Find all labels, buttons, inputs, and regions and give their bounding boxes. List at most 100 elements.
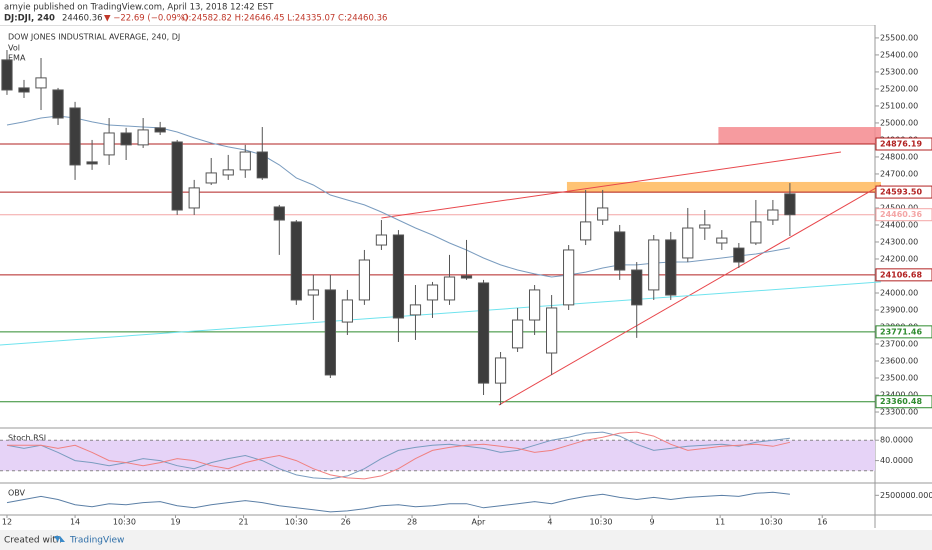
candle-body <box>120 132 132 146</box>
level-label-box <box>875 208 932 222</box>
candle-body <box>409 304 422 316</box>
y-tick-label: 25000.00 <box>880 118 918 127</box>
candle-body <box>716 237 728 244</box>
x-tick-label: 21 <box>238 518 248 527</box>
candle-body <box>665 239 677 296</box>
y-tick-label: 25200.00 <box>880 84 918 93</box>
candle-body <box>426 284 439 301</box>
trend-line <box>381 151 842 219</box>
footer-created: Created with <box>4 536 62 546</box>
level-label-box <box>875 185 932 199</box>
y-tick-label: 23600.00 <box>880 357 918 366</box>
candle-body <box>648 239 660 291</box>
obv-title: OBV <box>8 489 26 498</box>
level-label-box <box>875 395 932 409</box>
level-label: 23771.46 <box>880 327 922 336</box>
candle-body <box>52 89 64 119</box>
candle-body <box>767 209 779 221</box>
candle-body <box>222 169 234 176</box>
stoch-title: Stoch RSI <box>8 434 46 443</box>
y-tick-label: 24000.00 <box>880 288 918 297</box>
y-tick-label: 24300.00 <box>880 237 918 246</box>
x-tick-label: 9 <box>649 518 654 527</box>
level-label: 24460.36 <box>880 210 922 219</box>
candle-body <box>341 299 353 323</box>
candle-body <box>477 282 490 384</box>
candle-body <box>171 141 183 211</box>
x-tick-label: 19 <box>170 518 180 527</box>
logo <box>54 536 65 542</box>
x-tick-label: 16 <box>817 518 827 527</box>
candle-body <box>494 357 507 384</box>
candle-body <box>256 151 268 179</box>
trend-line <box>498 184 882 406</box>
y-tick-label: 40.0000 <box>880 456 913 465</box>
level-label: 24876.19 <box>880 139 922 148</box>
candle-body <box>290 221 302 301</box>
candle-body <box>563 249 575 306</box>
candle-body <box>443 276 456 301</box>
series-line <box>7 431 791 480</box>
footer-brand[interactable]: TradingView <box>69 536 124 546</box>
candle-body <box>784 193 796 216</box>
y-tick-label: 25500.00 <box>880 33 918 42</box>
level-label: 24593.50 <box>880 188 922 197</box>
y-tick-label: 25100.00 <box>880 101 918 110</box>
candle-body <box>239 151 251 171</box>
candle-body <box>358 259 371 301</box>
y-tick-label: 25300.00 <box>880 67 918 76</box>
last-price: 24460.36 <box>62 14 103 24</box>
indicator-name: Vol <box>8 44 20 53</box>
candle-body <box>733 247 745 263</box>
candle-body <box>154 127 166 133</box>
candle-body <box>631 269 643 306</box>
ohlc: O:24582.82 H:24646.45 L:24335.07 C:24460… <box>182 14 387 24</box>
candle-body <box>1 59 13 91</box>
y-tick-label: 24800.00 <box>880 152 918 161</box>
x-tick-label: Apr <box>472 518 487 527</box>
y-tick-label: 80.0000 <box>880 436 913 445</box>
candle-body <box>597 207 609 221</box>
zone <box>718 127 881 145</box>
x-tick-label: 10:30 <box>285 518 308 527</box>
series-line <box>6 491 790 513</box>
candle-body <box>35 77 47 89</box>
candle-body <box>699 224 711 229</box>
candle-body <box>750 221 762 244</box>
candle-body <box>307 289 319 296</box>
y-tick-label: 23300.00 <box>880 408 918 417</box>
level-label: 24106.68 <box>880 270 922 279</box>
y-tick-label: 23700.00 <box>880 339 918 348</box>
y-tick-label: 23400.00 <box>880 391 918 400</box>
x-tick-label: 26 <box>341 518 351 527</box>
level-label-box <box>875 325 932 339</box>
x-tick-label: 4 <box>547 518 552 527</box>
candle-body <box>137 129 149 146</box>
y-tick-label: 23500.00 <box>880 374 918 383</box>
y-tick-label: 24700.00 <box>880 169 918 178</box>
author: arnyie published on TradingView.com, Apr… <box>4 3 274 13</box>
candle-body <box>614 231 626 271</box>
zone <box>566 181 881 193</box>
candle-body <box>188 187 200 209</box>
candle-body <box>546 307 558 354</box>
candle-body <box>273 206 285 221</box>
y-tick-label: 25400.00 <box>880 50 918 59</box>
candle-body <box>392 234 405 319</box>
level-label-box <box>875 268 932 282</box>
candle-body <box>682 227 694 259</box>
candle-body <box>460 275 473 279</box>
x-tick-label: 28 <box>407 518 417 527</box>
candle-body <box>511 319 524 349</box>
x-tick-label: 10:30 <box>589 518 612 527</box>
candle-body <box>205 172 217 184</box>
y-tick-label: 24500.00 <box>880 203 918 212</box>
candle-body <box>69 107 81 166</box>
level-label-box <box>875 137 932 151</box>
x-tick-label: 14 <box>70 518 80 527</box>
level-label: 23360.48 <box>880 397 922 406</box>
x-tick-label: 10:30 <box>760 518 783 527</box>
y-tick-label: 23900.00 <box>880 305 918 314</box>
candle-body <box>528 289 541 321</box>
